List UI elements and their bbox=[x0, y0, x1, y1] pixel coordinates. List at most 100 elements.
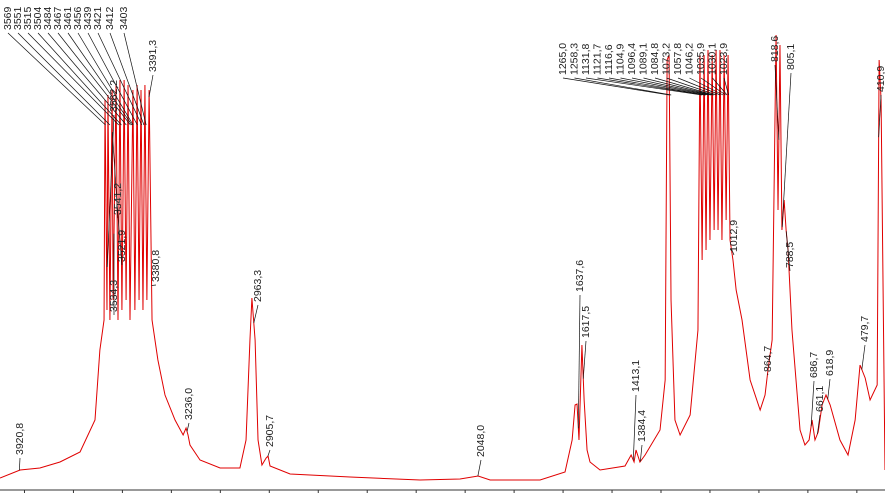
peak-leader bbox=[574, 77, 672, 96]
peak-leader bbox=[631, 77, 711, 96]
peak-label: 2048,0 bbox=[475, 425, 487, 457]
peak-leader bbox=[654, 77, 714, 96]
peak-leader bbox=[477, 459, 482, 477]
peak-label: 3421 bbox=[92, 6, 104, 30]
spectrum-line bbox=[0, 34, 885, 481]
peak-label: 3920,8 bbox=[14, 423, 26, 455]
peak-leader bbox=[582, 340, 587, 379]
peak-label: 3403 bbox=[118, 6, 130, 30]
peak-label: 3456 bbox=[72, 6, 84, 30]
peak-label: 410,9 bbox=[875, 66, 885, 92]
peak-leader bbox=[712, 77, 728, 96]
peak-leader bbox=[123, 32, 147, 126]
peak-label: 3484 bbox=[42, 6, 54, 30]
peak-leader bbox=[666, 77, 717, 96]
peak-label: 1057,8 bbox=[672, 43, 684, 75]
peak-label: 1023,9 bbox=[718, 43, 730, 75]
peak-label: 788,5 bbox=[784, 242, 796, 268]
peak-leader bbox=[111, 131, 119, 219]
peak-leader bbox=[677, 77, 721, 96]
peak-label: 2905,7 bbox=[264, 415, 276, 447]
peak-label: 3515 bbox=[22, 6, 34, 30]
peak-label: 1617,5 bbox=[580, 306, 592, 338]
peak-label: 1035,9 bbox=[695, 43, 707, 75]
peak-leader bbox=[781, 72, 792, 228]
peak-label: 805,1 bbox=[785, 44, 797, 70]
peak-label: 1637,6 bbox=[574, 260, 586, 292]
peak-leader bbox=[97, 32, 143, 126]
peak-label: 1030,1 bbox=[706, 43, 718, 75]
peak-label: 1384,4 bbox=[636, 410, 648, 442]
peak-label: 1089,1 bbox=[637, 43, 649, 75]
peak-label: 3391,3 bbox=[147, 40, 159, 72]
peak-leader bbox=[810, 380, 815, 427]
peak-leader bbox=[643, 77, 713, 96]
peak-label: 818,6 bbox=[769, 36, 781, 62]
peak-label: 1012,9 bbox=[728, 220, 740, 252]
peak-label: 3467 bbox=[52, 6, 64, 30]
peak-leader bbox=[17, 32, 111, 126]
peak-leader bbox=[730, 248, 735, 256]
peak-leader bbox=[151, 284, 157, 286]
peak-label: 3534,3 bbox=[108, 280, 120, 312]
peak-leader bbox=[87, 32, 138, 126]
peak-leader bbox=[116, 205, 123, 266]
peak-label: 479,7 bbox=[859, 316, 871, 342]
peak-leader bbox=[253, 304, 259, 323]
peak-label: 3541,2 bbox=[112, 183, 124, 215]
peak-leader bbox=[620, 77, 709, 96]
peak-leader bbox=[186, 422, 190, 432]
peak-label: 3504 bbox=[32, 6, 44, 30]
peak-leader bbox=[148, 74, 154, 98]
peak-leader bbox=[27, 32, 119, 126]
peak-leader bbox=[597, 77, 705, 96]
peak-leader bbox=[7, 32, 106, 126]
peak-label: 1046,2 bbox=[683, 43, 695, 75]
peak-label: 1121,7 bbox=[591, 44, 603, 75]
peak-leader bbox=[562, 77, 670, 96]
peak-leader bbox=[608, 77, 706, 96]
peak-label: 3461 bbox=[62, 6, 74, 30]
peak-label: 1084,8 bbox=[649, 43, 661, 75]
peak-leader bbox=[827, 378, 831, 400]
peak-leader bbox=[774, 64, 780, 140]
peak-label: 1096,4 bbox=[626, 43, 638, 75]
peak-leader bbox=[785, 231, 791, 272]
peak-leader bbox=[723, 77, 729, 96]
peak-leader bbox=[109, 32, 145, 126]
peak-leader bbox=[861, 344, 866, 370]
peak-label: 1104,9 bbox=[614, 44, 626, 75]
peak-leader bbox=[57, 32, 131, 126]
peak-leader bbox=[700, 77, 726, 96]
peak-leader bbox=[37, 32, 122, 126]
peak-label: 3380,8 bbox=[150, 250, 162, 282]
peak-leader bbox=[639, 444, 643, 462]
peak-label: 2963,3 bbox=[252, 270, 264, 302]
peak-label: 3551 bbox=[12, 6, 24, 30]
peak-label: 3412 bbox=[104, 6, 116, 30]
peak-leader bbox=[47, 32, 127, 126]
peak-label: 1073,2 bbox=[660, 43, 672, 75]
peak-leader bbox=[267, 449, 271, 457]
peak-label: 864,7 bbox=[762, 346, 774, 372]
peak-leader bbox=[585, 77, 703, 96]
peak-leader bbox=[577, 294, 581, 429]
peak-label: 3439 bbox=[82, 6, 94, 30]
peak-leader bbox=[77, 32, 134, 126]
peak-leader bbox=[817, 414, 821, 434]
peak-leader bbox=[878, 94, 882, 138]
peak-label: 1131,8 bbox=[580, 44, 592, 75]
peak-label: 3569 bbox=[2, 6, 14, 30]
peak-label: 686,7 bbox=[808, 352, 820, 378]
peak-leader bbox=[67, 32, 133, 126]
peak-label: 1265,0 bbox=[557, 43, 569, 75]
peak-leader bbox=[689, 77, 724, 96]
peak-leader bbox=[19, 457, 21, 471]
peak-label: 3562,2 bbox=[108, 80, 120, 112]
peak-label: 1116,6 bbox=[603, 44, 615, 75]
peak-label: 618,9 bbox=[824, 350, 836, 376]
peak-label: 1413,1 bbox=[630, 360, 642, 392]
peak-label: 3521,9 bbox=[116, 230, 128, 262]
peak-label: 3236,0 bbox=[183, 388, 195, 420]
